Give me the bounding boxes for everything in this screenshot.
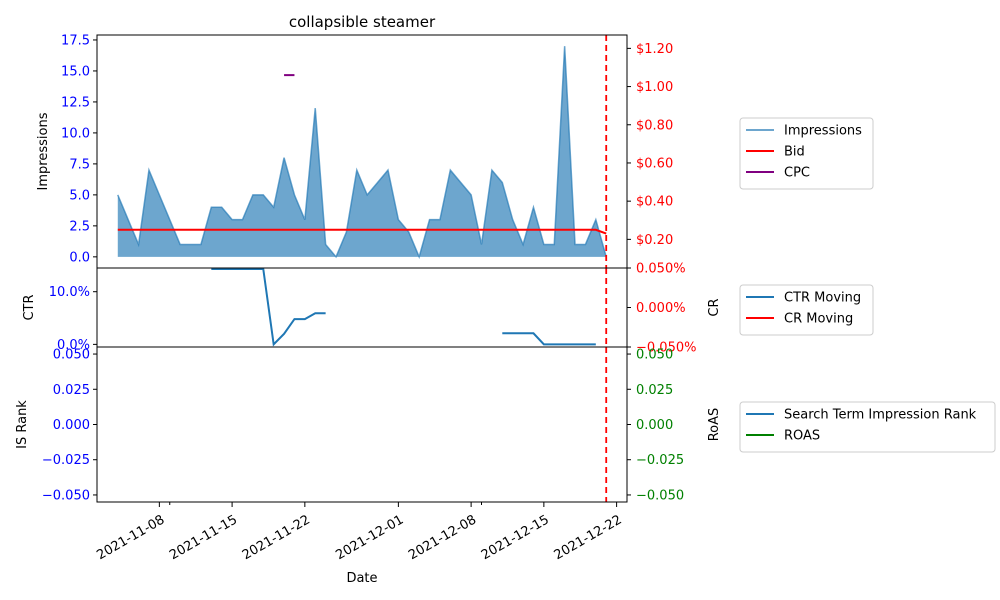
x-tick-label: 2021-11-15 [167, 512, 240, 563]
y-tick-label: 17.5 [61, 33, 90, 48]
y-axis-label: CTR [22, 294, 37, 320]
impressions-area [117, 46, 607, 257]
x-tick-label: 2021-12-08 [406, 512, 479, 563]
legend-label: CR Moving [784, 312, 853, 327]
panel-frame [96, 267, 628, 348]
y-right-tick-label: 0.000 [636, 418, 673, 433]
y-tick-label: 10.0 [61, 126, 90, 141]
y-tick-label: 7.5 [69, 157, 90, 172]
legend-label: CTR Moving [784, 291, 861, 306]
panel-frame [96, 346, 628, 503]
y-tick-label: −0.025 [42, 453, 90, 468]
x-tick-label: 2021-11-08 [94, 512, 167, 563]
x-tick-label: 2021-12-22 [552, 512, 625, 563]
y-tick-label: 5.0 [69, 188, 90, 203]
x-tick-label: 2021-12-01 [333, 512, 406, 563]
y-tick-label: 0.000 [53, 418, 90, 433]
legends: Impressions Bid CPC CTR Moving CR Moving Sear… [739, 117, 996, 453]
impressions-panel: 0.0 2.5 5.0 7.5 10.0 12.5 15.0 17.5 $0.20 $0.40 $0… [36, 33, 673, 269]
y-tick-label: 10.0% [49, 285, 90, 300]
y-axis-label: IS Rank [15, 400, 30, 449]
ctr-moving-line-0 [211, 268, 326, 347]
y-right-axis-label: RoAS [707, 408, 722, 442]
y-tick-label: −0.050 [42, 488, 90, 503]
y-tick-label: 0.0 [69, 250, 90, 265]
y-right-tick-label: −0.025 [636, 453, 684, 468]
x-axis-label: Date [346, 571, 377, 586]
y-tick-label: 15.0 [61, 64, 90, 79]
y-right-tick-label: $0.20 [636, 233, 673, 248]
y-right-tick-label: $1.20 [636, 42, 673, 57]
legend-label: CPC [784, 166, 810, 181]
y-right-tick-label: 0.025 [636, 383, 673, 398]
legend-label: Search Term Impression Rank [784, 408, 977, 423]
rank-panel: −0.050 −0.025 0.000 0.025 0.050 −0.050 −0.025 0… [15, 346, 722, 503]
y-right-tick-label: $0.80 [636, 118, 673, 133]
y-right-tick-label: $0.40 [636, 195, 673, 210]
y-axis-label: Impressions [36, 112, 51, 190]
bid-line-0 [117, 228, 607, 235]
x-tick-label: 2021-12-15 [479, 512, 552, 563]
y-right-axis-label: CR [707, 298, 722, 316]
impressions-line [117, 46, 607, 260]
y-right-tick-label: 0.050 [636, 348, 673, 363]
ctr-moving-line-1 [502, 332, 596, 346]
y-tick-label: 2.5 [69, 219, 90, 234]
legend-label: Bid [784, 145, 805, 160]
legend-label: Impressions [784, 124, 862, 139]
y-right-tick-label: 0.050% [636, 262, 686, 277]
y-right-tick-label: 0.000% [636, 301, 686, 316]
legend-box-2 [739, 401, 996, 453]
x-tick-label: 2021-11-22 [240, 512, 313, 563]
y-right-tick-label: $0.60 [636, 156, 673, 171]
y-tick-label: 0.025 [53, 383, 90, 398]
y-tick-label: 12.5 [61, 95, 90, 110]
chart-title: collapsible steamer [289, 13, 436, 31]
ctr-panel: 0.0% 10.0% −0.050% 0.000% 0.050% CTR CR [22, 262, 722, 356]
y-right-tick-label: −0.050 [636, 488, 684, 503]
date-axis: 2021-11-08 2021-11-15 2021-11-22 2021-12-01… [94, 502, 625, 563]
y-tick-label: 0.0% [57, 338, 90, 353]
y-right-tick-label: $1.00 [636, 80, 673, 95]
y-right-tick-label: −0.050% [636, 341, 696, 356]
y-tick-label: 0.050 [53, 348, 90, 363]
legend-label: ROAS [784, 429, 820, 444]
